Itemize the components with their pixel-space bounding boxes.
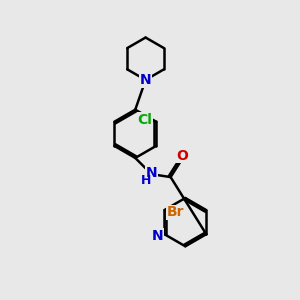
Text: Br: Br	[167, 206, 184, 219]
Text: N: N	[140, 73, 152, 87]
Text: H: H	[141, 174, 152, 187]
Text: N: N	[152, 229, 164, 243]
Text: N: N	[146, 166, 158, 180]
Text: O: O	[176, 148, 188, 163]
Text: Cl: Cl	[137, 113, 152, 127]
